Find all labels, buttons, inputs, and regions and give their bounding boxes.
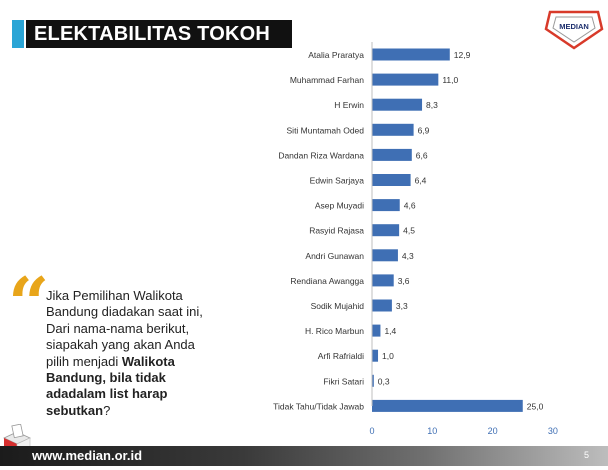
bar — [372, 349, 379, 362]
x-tick-label: 10 — [427, 426, 437, 436]
value-label: 25,0 — [527, 401, 544, 411]
category-label: Rendiana Awangga — [290, 276, 364, 286]
value-label: 4,3 — [402, 251, 414, 261]
bar — [372, 98, 423, 111]
bar — [372, 274, 394, 287]
quote-line: Bandung, bila tidak — [46, 370, 166, 386]
value-label: 3,6 — [398, 276, 410, 286]
category-label: H. Rico Marbun — [305, 326, 364, 336]
bar — [372, 123, 414, 136]
quote-line: pilih menjadi Walikota — [46, 353, 175, 369]
value-label: 3,3 — [396, 301, 408, 311]
footer-url: www.median.or.id — [32, 448, 143, 463]
x-tick-label: 0 — [369, 426, 374, 436]
value-label: 1,0 — [382, 351, 394, 361]
category-label: Siti Muntamah Oded — [287, 125, 365, 135]
bar — [372, 148, 412, 161]
bar — [372, 249, 398, 262]
value-label: 8,3 — [426, 100, 438, 110]
value-label: 0,3 — [378, 376, 390, 386]
bar — [372, 48, 450, 61]
bar — [372, 199, 400, 212]
category-label: Rasyid Rajasa — [309, 226, 364, 236]
bar — [372, 374, 374, 387]
value-label: 4,6 — [404, 201, 416, 211]
category-label: Arfi Rafrialdi — [318, 351, 364, 361]
category-label: Edwin Sarjaya — [310, 176, 365, 186]
x-tick-label: 20 — [488, 426, 498, 436]
value-label: 12,9 — [454, 50, 471, 60]
quote-line: siapakah yang akan Anda — [46, 337, 195, 353]
bar — [372, 399, 523, 412]
value-label: 4,5 — [403, 226, 415, 236]
median-logo: MEDIAN — [544, 10, 604, 50]
bar — [372, 299, 392, 312]
quote-line: adadalam list harap — [46, 386, 168, 402]
title-accent — [12, 20, 24, 48]
quote-line: Dari nama-nama berikut, — [46, 320, 190, 336]
value-label: 6,6 — [416, 150, 428, 160]
survey-question: Jika Pemilihan Walikota Bandung diadakan… — [46, 288, 246, 419]
value-label: 11,0 — [442, 75, 458, 85]
category-label: Sodik Mujahid — [311, 301, 365, 311]
logo-text: MEDIAN — [559, 22, 589, 31]
category-label: Fikri Satari — [323, 376, 364, 386]
category-label: Asep Muyadi — [315, 201, 364, 211]
value-label: 6,4 — [415, 176, 427, 186]
quote-line: sebutkan? — [46, 402, 111, 418]
page-title: ELEKTABILITAS TOKOH — [26, 20, 292, 48]
bar — [372, 174, 411, 186]
category-label: Andri Gunawan — [305, 251, 364, 261]
page-number: 5 — [584, 450, 590, 460]
category-label: Tidak Tahu/Tidak Jawab — [273, 401, 364, 411]
bar-chart: Atalia Praratya 12,9 Muhammad Farhan 11,0 H … — [273, 42, 558, 436]
category-label: Muhammad Farhan — [290, 75, 364, 85]
quote-line: Bandung diadakan saat ini, — [46, 304, 203, 320]
category-label: H Erwin — [334, 100, 364, 110]
footer-bar — [0, 446, 608, 466]
bar — [372, 224, 400, 237]
category-label: Atalia Praratya — [308, 50, 364, 60]
x-tick-label: 30 — [548, 426, 558, 436]
bar — [372, 73, 439, 86]
value-label: 6,9 — [418, 125, 430, 135]
quote-line: Jika Pemilihan Walikota — [46, 288, 183, 303]
quote-mark-icon: “ — [8, 261, 50, 346]
category-label: Dandan Riza Wardana — [278, 150, 364, 160]
value-label: 1,4 — [384, 326, 396, 336]
bar — [372, 324, 381, 337]
